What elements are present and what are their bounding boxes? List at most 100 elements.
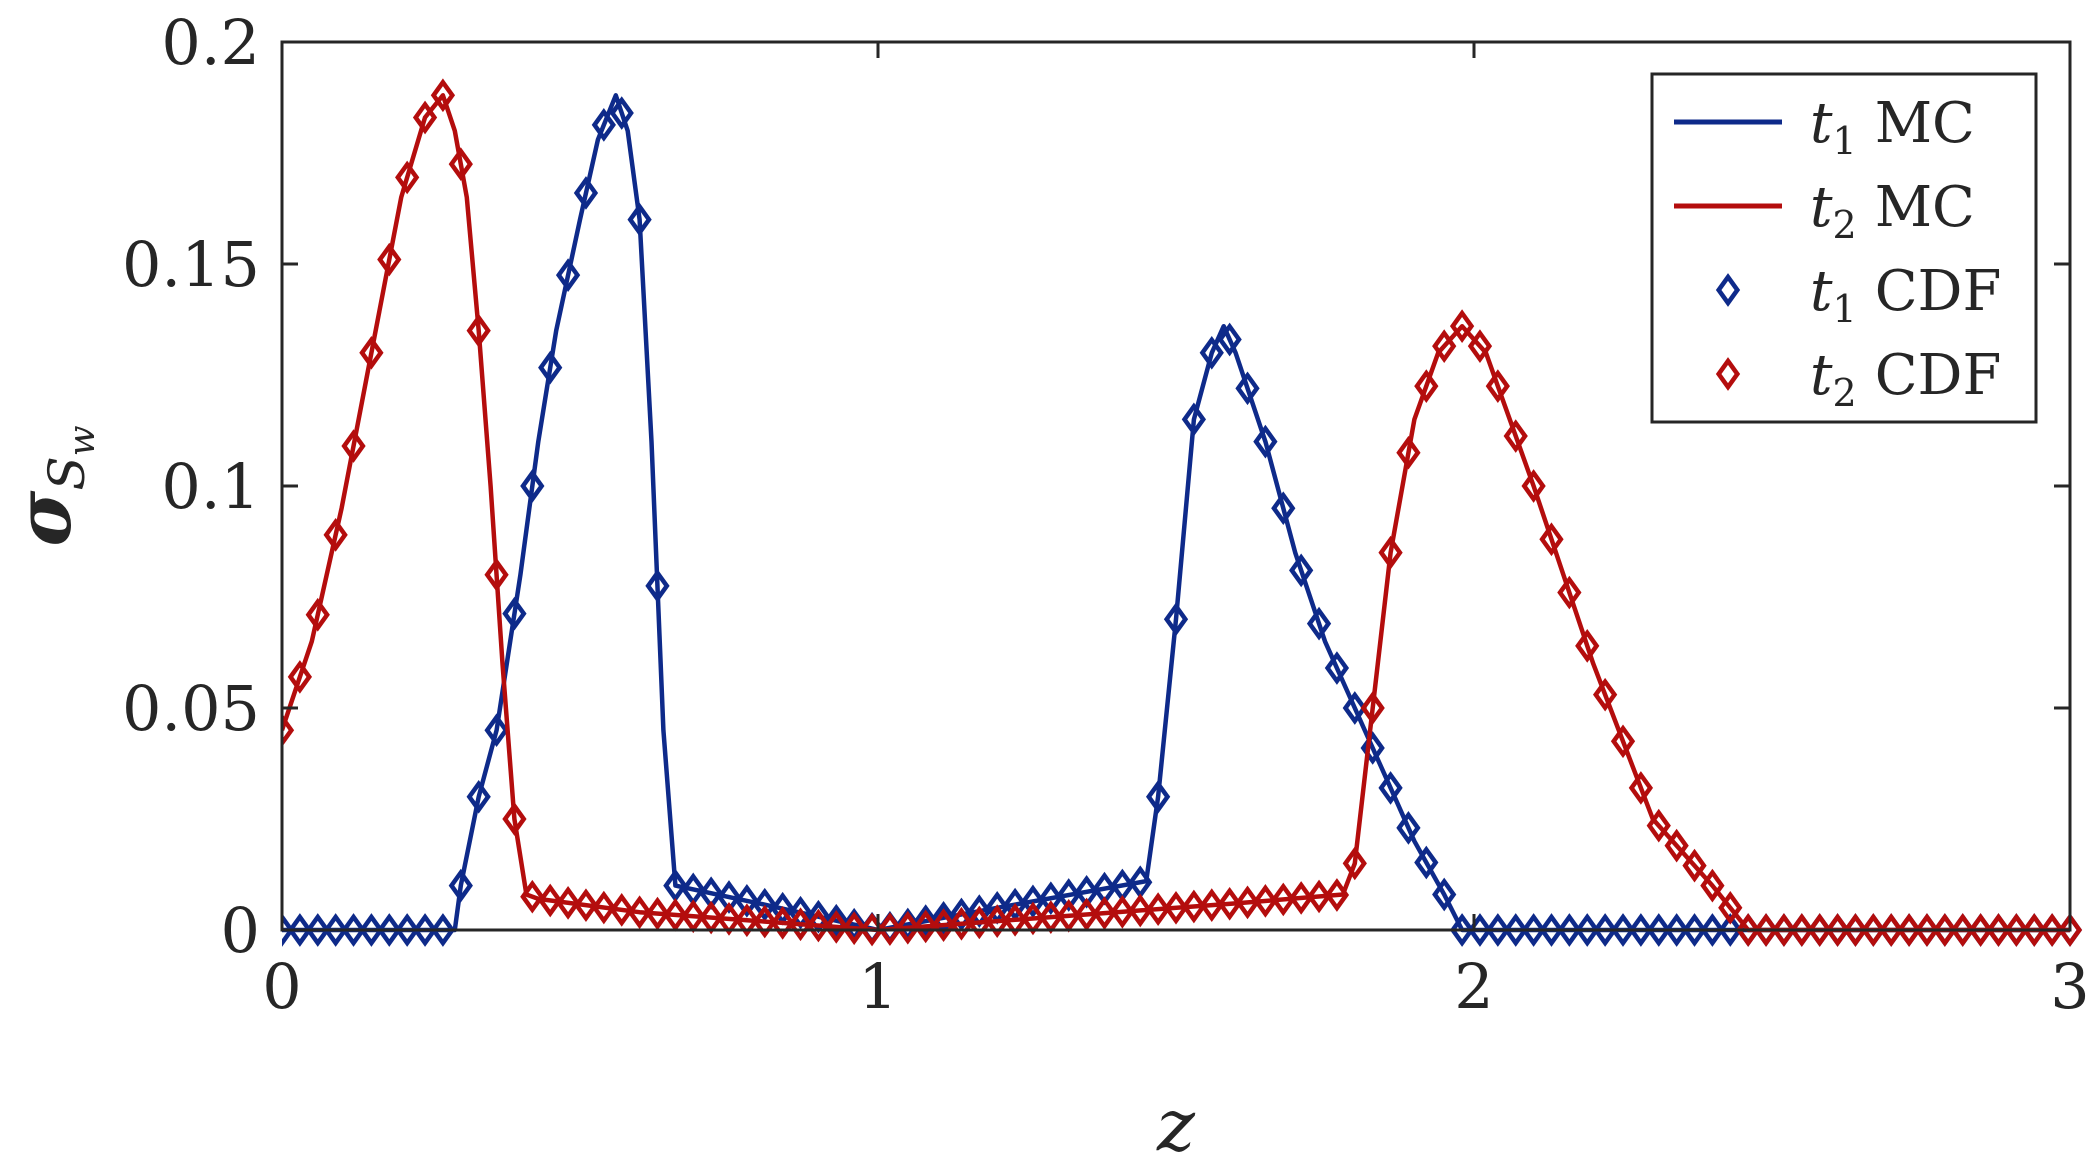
cdf-marker-2-50: [1163, 890, 1189, 925]
cdf-marker-2-48: [1128, 893, 1153, 928]
cdf-marker-2-39: [967, 905, 992, 940]
cdf-marker-1-8: [412, 913, 438, 947]
cdf-marker-2-96: [1986, 913, 2011, 947]
cdf-marker-2-73: [1575, 628, 1600, 663]
cdf-marker-1-53: [1217, 322, 1242, 357]
cdf-marker-1-6: [377, 913, 402, 947]
cdf-marker-2-30: [806, 908, 831, 943]
legend-marker-3: [1715, 357, 1741, 391]
y-tick-label-3: 0.15: [122, 228, 260, 301]
cdf-marker-2-70: [1521, 469, 1546, 503]
cdf-marker-2-57: [1289, 881, 1314, 915]
cdf-marker-1-9: [430, 913, 456, 947]
cdf-marker-1-79: [1682, 913, 1707, 947]
cdf-marker-2-28: [770, 906, 795, 940]
cdf-marker-2-4: [341, 429, 366, 463]
cdf-marker-1-0: [282, 913, 295, 947]
cdf-marker-2-27: [752, 904, 777, 939]
cdf-marker-2-59: [1324, 878, 1350, 912]
cdf-marker-2-68: [1485, 369, 1510, 403]
cdf-marker-1-50: [1163, 602, 1189, 637]
cdf-marker-2-56: [1271, 882, 1296, 917]
cdf-marker-1-51: [1181, 402, 1207, 437]
cdf-marker-2-82: [1736, 913, 1761, 947]
cdf-marker-2-1: [287, 660, 313, 694]
cdf-marker-2-69: [1503, 419, 1528, 453]
cdf-marker-2-83: [1753, 913, 1779, 947]
cdf-marker-2-14: [520, 879, 545, 914]
cdf-marker-2-93: [1932, 913, 1957, 947]
cdf-marker-2-86: [1807, 913, 1832, 947]
cdf-marker-1-26: [734, 883, 760, 918]
cdf-marker-1-73: [1575, 913, 1600, 947]
cdf-marker-2-52: [1199, 888, 1224, 922]
legend-label-2: t1 CDF: [1810, 259, 2001, 331]
y-tick-label-1: 0.05: [122, 672, 260, 745]
legend-label-1: t2 MC: [1810, 175, 1975, 247]
cdf-marker-2-25: [716, 902, 742, 936]
cdf-marker-2-12: [484, 557, 509, 592]
cdf-marker-2-13: [502, 802, 527, 836]
cdf-marker-2-16: [555, 885, 581, 920]
cdf-marker-2-35: [895, 910, 920, 945]
cdf-marker-2-37: [931, 908, 956, 942]
cdf-marker-1-38: [949, 897, 974, 932]
y-tick-label-4: 0.2: [161, 6, 260, 79]
cdf-marker-1-3: [323, 913, 348, 947]
cdf-marker-1-66: [1449, 913, 1475, 947]
cdf-marker-1-72: [1557, 913, 1582, 947]
cdf-marker-2-22: [663, 898, 688, 932]
cdf-marker-2-55: [1253, 884, 1278, 918]
cdf-marker-1-20: [627, 202, 652, 237]
cdf-marker-2-74: [1592, 677, 1618, 712]
cdf-marker-1-5: [359, 913, 384, 947]
cdf-marker-1-44: [1056, 878, 1081, 912]
cdf-marker-2-26: [734, 903, 760, 938]
cdf-marker-1-59: [1324, 651, 1350, 685]
cdf-marker-1-7: [395, 913, 420, 947]
cdf-marker-1-80: [1700, 913, 1725, 947]
cdf-marker-2-21: [645, 896, 670, 931]
cdf-marker-2-7: [395, 160, 420, 195]
cdf-marker-2-91: [1896, 913, 1922, 947]
cdf-marker-2-38: [949, 906, 974, 941]
cdf-marker-1-36: [913, 904, 938, 938]
cdf-marker-1-65: [1432, 877, 1457, 912]
cdf-marker-1-77: [1646, 913, 1671, 947]
cdf-marker-1-68: [1485, 913, 1510, 947]
cdf-marker-1-25: [716, 880, 742, 914]
cdf-marker-2-98: [2022, 913, 2047, 947]
cdf-marker-1-54: [1235, 371, 1260, 406]
cdf-marker-2-97: [2004, 913, 2029, 947]
cdf-marker-2-75: [1610, 724, 1636, 759]
series-line-2: [282, 93, 2070, 933]
legend-marker-2: [1715, 273, 1741, 307]
legend: t1 MC t2 MC t1 CDF t2 CDF: [1650, 72, 2038, 424]
cdf-marker-1-55: [1253, 424, 1278, 459]
legend-label-3: t2 CDF: [1810, 343, 2001, 415]
cdf-marker-2-62: [1378, 535, 1403, 570]
y-axis-label: σSw: [0, 425, 103, 546]
cdf-marker-2-0: [282, 713, 295, 748]
cdf-marker-2-15: [538, 883, 563, 918]
cdf-marker-2-6: [377, 242, 402, 277]
cdf-marker-2-84: [1771, 913, 1797, 947]
cdf-marker-1-49: [1145, 779, 1171, 814]
cdf-marker-2-63: [1396, 435, 1421, 470]
cdf-marker-2-67: [1467, 329, 1493, 363]
cdf-marker-1-56: [1271, 491, 1296, 526]
cdf-marker-1-2: [305, 913, 330, 947]
cdf-marker-2-9: [430, 78, 456, 113]
x-tick-label-2: 2: [1454, 950, 1493, 1023]
cdf-marker-2-3: [323, 517, 348, 552]
cdf-marker-1-64: [1414, 845, 1439, 880]
cdf-marker-2-40: [985, 904, 1010, 938]
cdf-marker-2-71: [1539, 522, 1564, 557]
cdf-marker-2-19: [609, 893, 634, 927]
cdf-marker-1-71: [1539, 913, 1564, 947]
cdf-marker-1-74: [1592, 913, 1618, 947]
cdf-marker-2-95: [1968, 913, 1993, 947]
cdf-marker-1-19: [609, 96, 634, 130]
cdf-marker-2-80: [1700, 868, 1725, 903]
